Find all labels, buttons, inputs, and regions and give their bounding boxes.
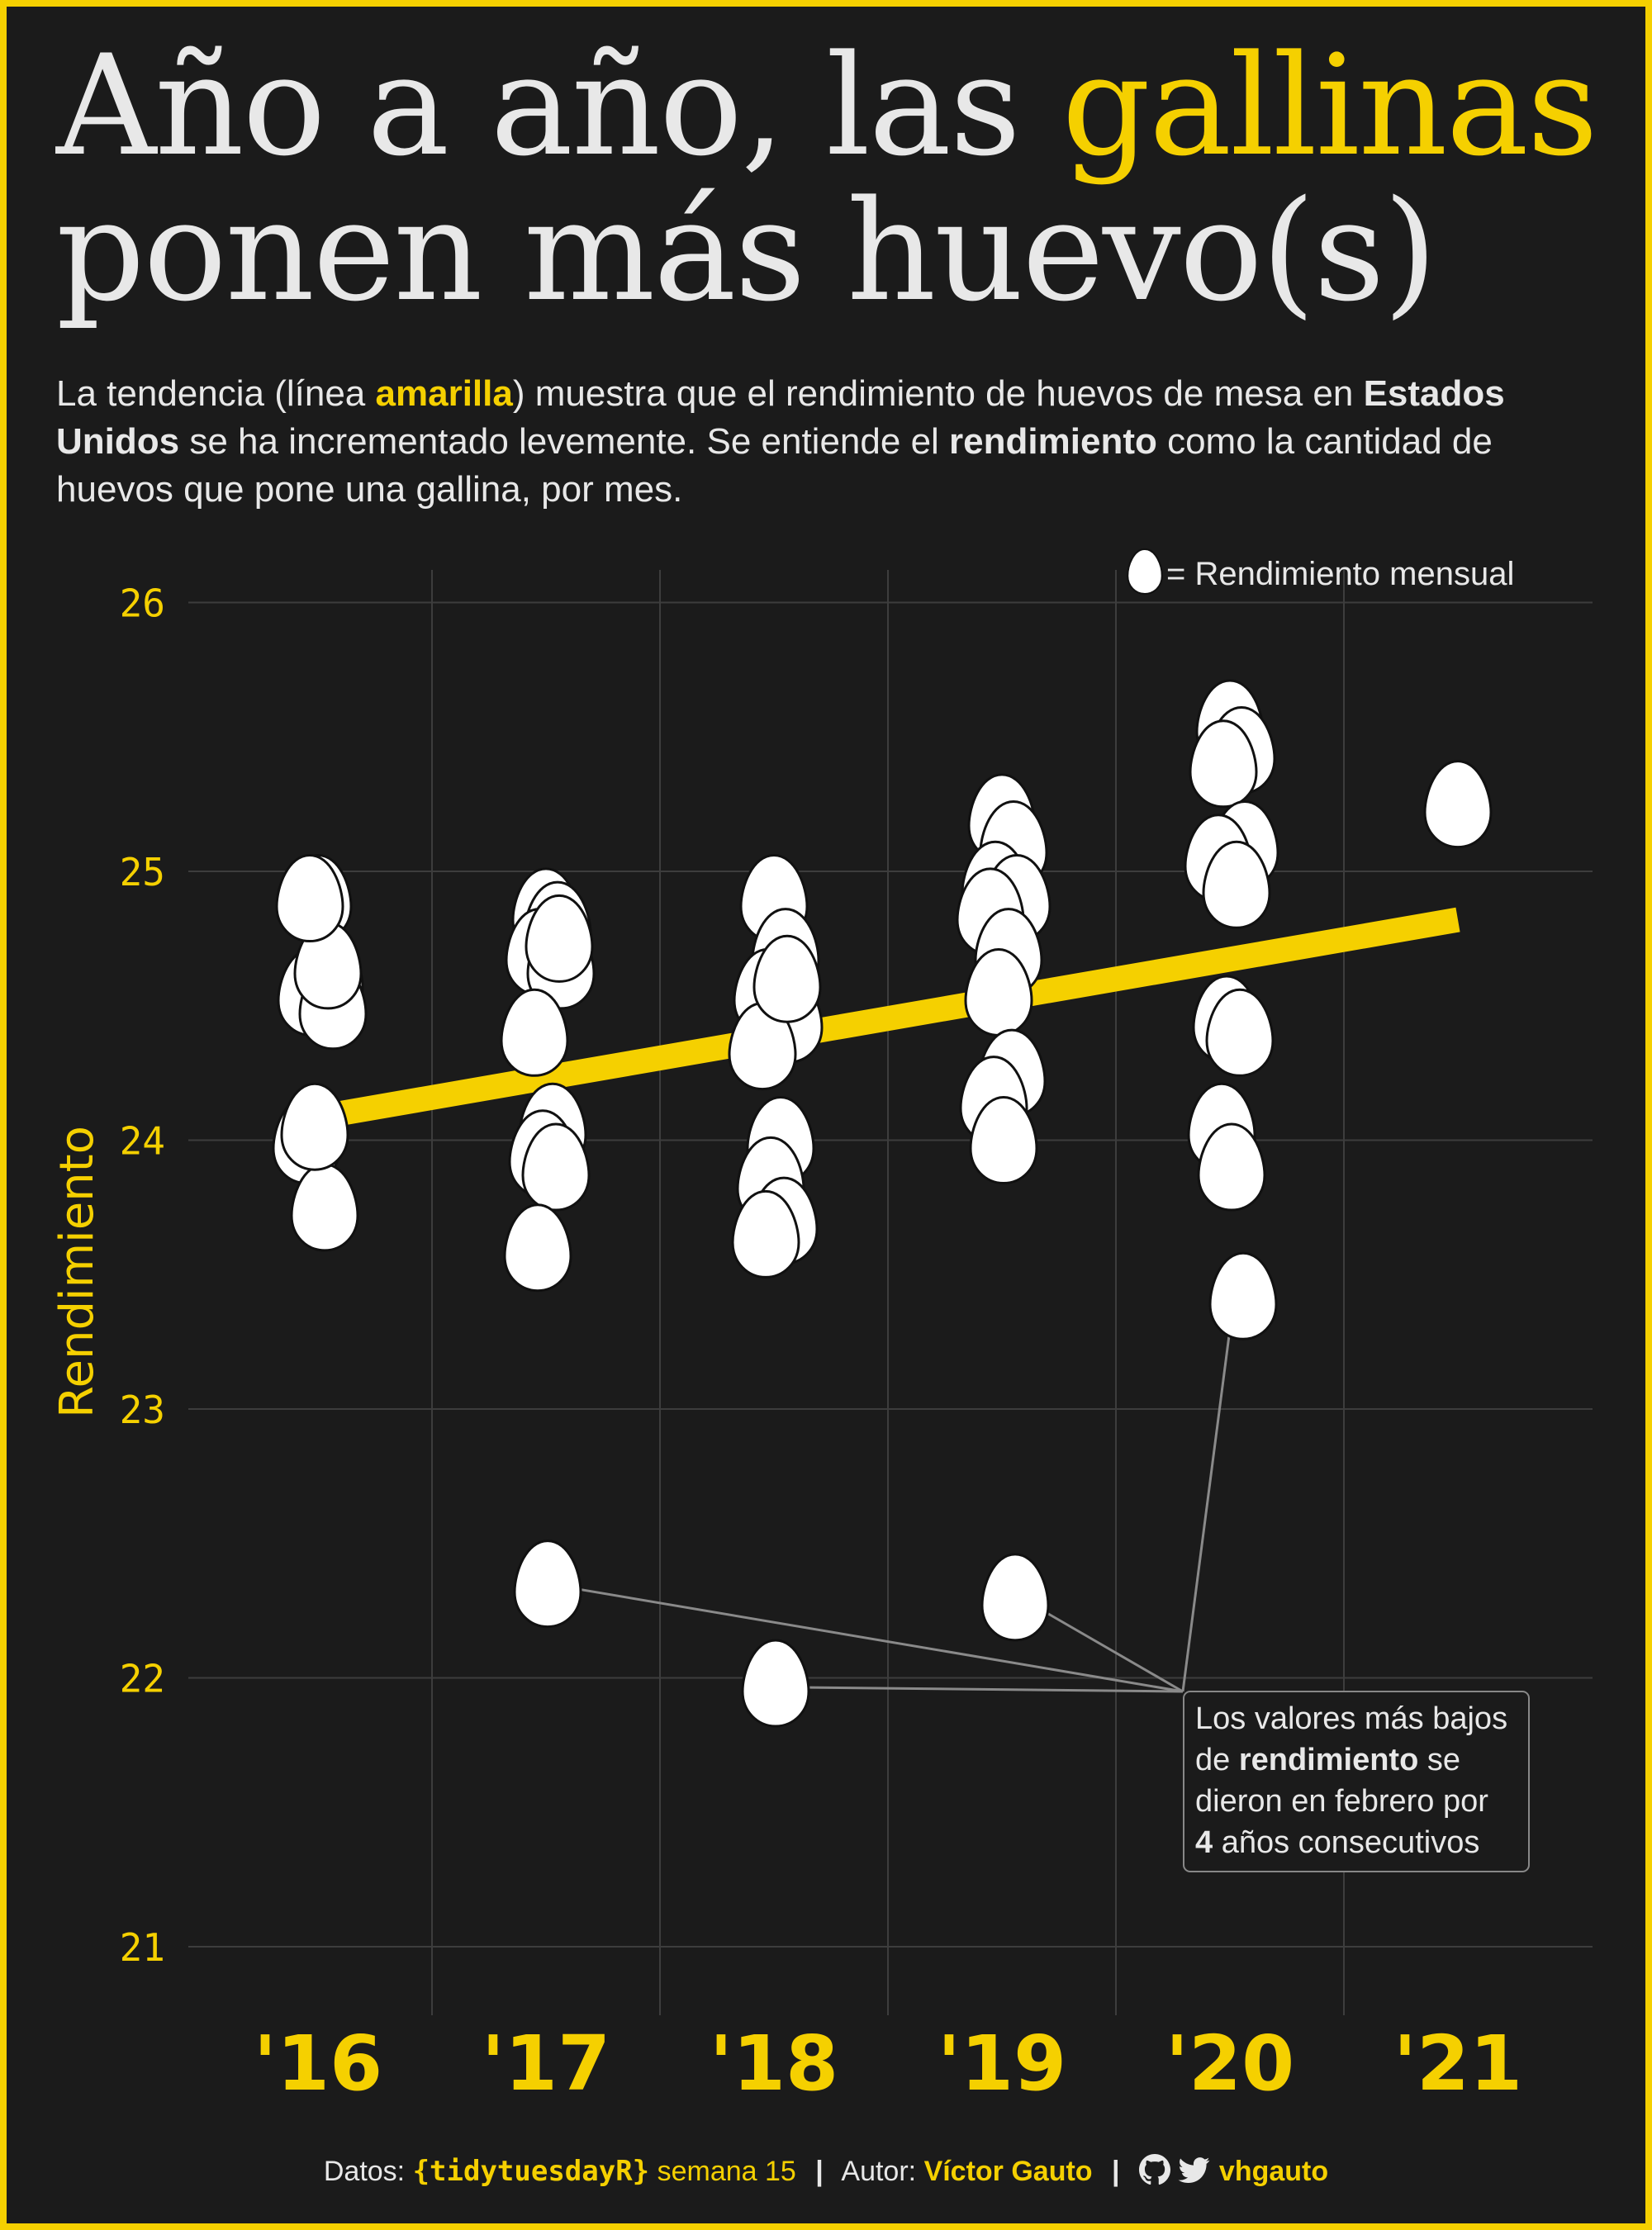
trend-layer [307,907,1460,1132]
footer-data-source[interactable]: {tidytuesdayR} [412,2155,650,2188]
egg-point-2021-0 [1423,760,1493,849]
x-tick-labels: '16 '17 '18 '19 '20 '21 [254,2019,1522,2108]
y-tick-label-23: 23 [120,1388,165,1432]
egg-point-2017-10 [525,894,594,983]
annotation-box: Los valores más bajos de rendimiento se … [1183,1691,1530,1872]
egg-point-2020-9 [1197,1122,1266,1212]
annotation-leader-lines [570,1329,1232,1693]
footer-semana: semana 15 [657,2156,796,2187]
footer-separator-2: | [1112,2156,1120,2187]
y-tick-label-21: 21 [120,1925,165,1970]
footer: Datos: {tidytuesdayR} semana 15 | Autor:… [0,2154,1652,2193]
egg-point-2020-10 [1208,1251,1278,1340]
egg-point-2016-5 [290,1163,359,1252]
y-axis-label: Rendimiento [50,1126,104,1418]
legend: = Rendimiento mensual [1127,548,1514,595]
y-tick-label-26: 26 [120,581,165,626]
egg-point-2018-4 [728,1002,797,1091]
egg-point-2017-9 [513,1540,582,1629]
egg-point-2017-8 [503,1203,572,1293]
egg-point-2016-8 [275,854,344,943]
egg-points [272,679,1493,1728]
y-tick-labels: 21 22 23 24 25 26 [120,581,165,1971]
egg-point-2016-7 [293,921,363,1010]
x-tick-label-2017: '17 [482,2019,610,2108]
subtitle: La tendencia (línea amarilla) muestra qu… [56,373,1505,510]
leader-line-2018 [798,1686,1184,1693]
y-tick-label-22: 22 [120,1657,165,1701]
egg-point-2017-7 [521,1122,591,1212]
egg-point-2018-8 [731,1189,800,1279]
y-tick-label-25: 25 [120,850,165,894]
legend-label: = Rendimiento mensual [1166,556,1514,592]
egg-point-2019-10 [980,1553,1050,1642]
leader-line-2017 [570,1587,1184,1693]
egg-point-2020-7 [1205,988,1275,1077]
egg-point-2020-5 [1202,840,1271,929]
y-tick-label-24: 24 [120,1119,165,1164]
footer-autor-label: Autor: [841,2156,917,2187]
grid [188,570,1593,2015]
x-tick-label-2020: '20 [1165,2019,1294,2108]
footer-author-name: Víctor Gauto [923,2156,1093,2187]
x-tick-label-2018: '18 [710,2019,838,2108]
footer-datos-label: Datos: [323,2156,406,2187]
twitter-icon[interactable] [1178,2154,1211,2193]
annotation-frame [1183,1691,1530,1872]
title-highlight: gallinas [1061,25,1597,187]
egg-point-2018-9 [741,1639,810,1728]
trend-line [307,907,1460,1132]
x-tick-label-2021: '21 [1393,2019,1522,2108]
leader-line-2019 [1026,1600,1184,1693]
x-tick-label-2019: '19 [938,2019,1066,2108]
chart: 21 22 23 24 25 26 Rendimiento '16 '17 '18 '19 '20… [50,548,1593,2108]
x-tick-label-2016: '16 [254,2019,382,2108]
footer-separator: | [815,2156,824,2187]
egg-point-2019-9 [969,1095,1038,1185]
legend-egg-shape [1127,548,1163,595]
footer-handle[interactable]: vhgauto [1218,2156,1329,2187]
leader-line-2020 [1181,1329,1232,1692]
github-icon[interactable] [1139,2154,1171,2193]
egg-point-2018-10 [752,934,822,1023]
egg-point-2020-2 [1189,719,1258,809]
annotation-text: Los valores más bajos de rendimiento se … [1195,1701,1517,1860]
egg-point-2016-6 [280,1082,349,1171]
legend-egg-icon [1127,548,1163,595]
page-title: Año a año, las gallinas ponen más huevo(s… [56,25,1598,332]
egg-point-2017-4 [500,988,569,1077]
